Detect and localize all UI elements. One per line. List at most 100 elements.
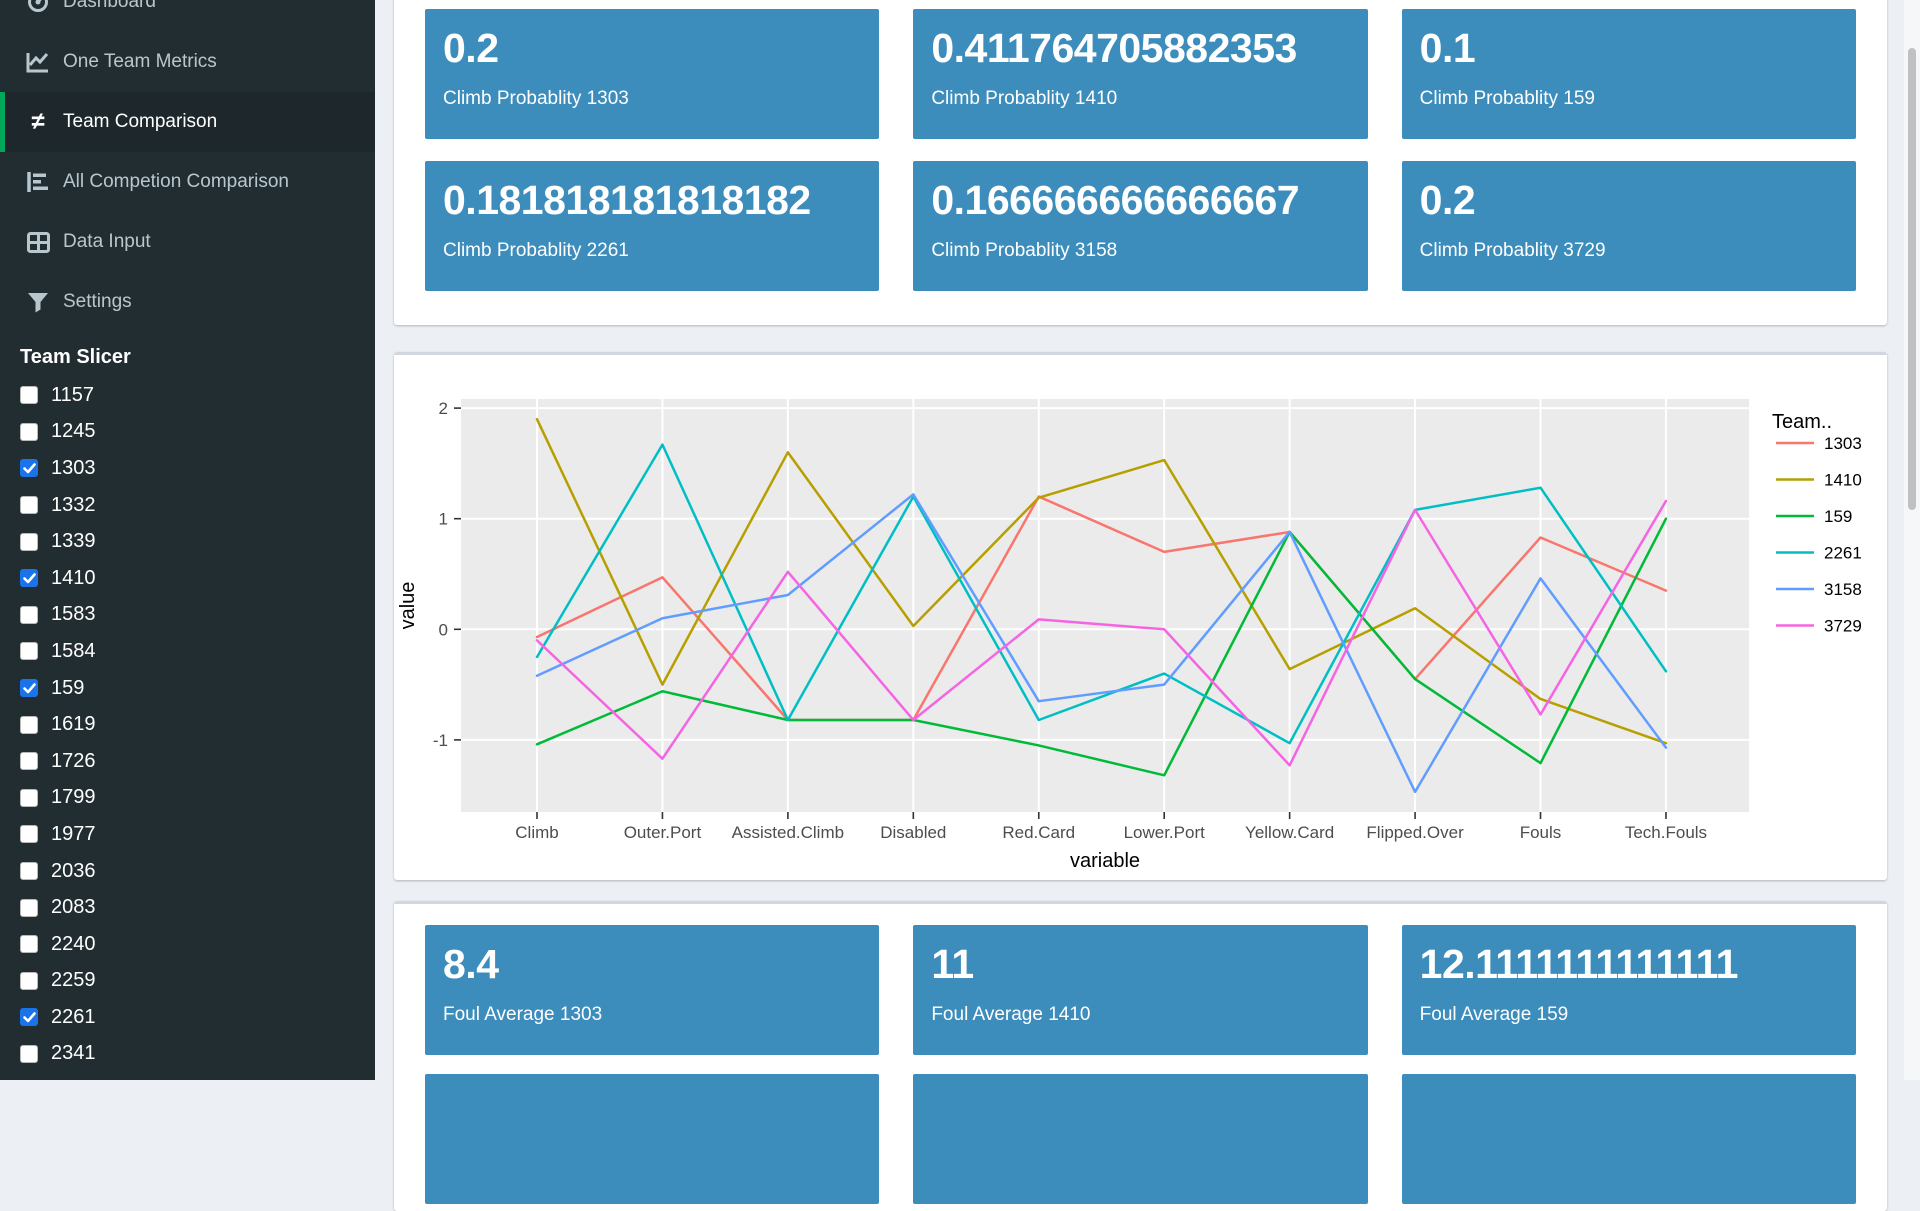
checkbox-unchecked-icon[interactable] [20,971,38,990]
checkbox-unchecked-icon[interactable] [20,935,38,954]
checkbox-unchecked-icon[interactable] [20,898,38,917]
value-box-label: Climb Probablity 159 [1419,88,1595,109]
foul-average-box: 8.4 Foul Average 1303 11 Foul Average 1410 1… [394,901,1887,1211]
value-box: 8.4 Foul Average 1303 [425,925,880,1055]
team-checkbox-row-1157[interactable]: 1157 [20,377,360,414]
team-checkbox-label: 1245 [51,420,96,443]
checkbox-unchecked-icon[interactable] [20,788,38,807]
legend-label-3158: 3158 [1824,580,1862,599]
value-box: 11 Foul Average 1410 [913,925,1368,1055]
page-scrollbar-track[interactable] [1904,0,1920,1080]
legend-label-1303: 1303 [1824,434,1862,453]
plot-panel [461,399,1749,812]
team-checkbox-row-159[interactable]: 159 [20,670,360,707]
checkbox-unchecked-icon[interactable] [20,752,38,771]
team-checkbox-row-2259[interactable]: 2259 [20,963,360,1000]
sidebar-item-settings[interactable]: Settings [0,272,375,332]
checkbox-checked-icon[interactable] [20,679,38,698]
team-checkbox-label: 2036 [51,859,96,882]
team-checkbox-row-1726[interactable]: 1726 [20,743,360,780]
value-box: 0.166666666666667 Climb Probablity 3158 [913,161,1368,291]
checkbox-unchecked-icon[interactable] [20,1044,38,1063]
checkbox-unchecked-icon[interactable] [20,715,38,734]
checkbox-unchecked-icon[interactable] [20,496,38,515]
team-checkbox-label: 2261 [51,1005,96,1028]
filter-icon [25,290,51,314]
climb-probability-box: 0.2 Climb Probablity 1303 0.41176470588235… [394,0,1887,325]
team-checkbox-row-1339[interactable]: 1339 [20,523,360,560]
value-box-label: Climb Probablity 3729 [1419,240,1606,261]
content-area: 0.2 Climb Probablity 1303 0.41176470588235… [394,0,1887,1211]
checkbox-unchecked-icon[interactable] [20,862,38,881]
team-checkbox-row-1332[interactable]: 1332 [20,487,360,524]
sidebar-item-dashboard[interactable]: Dashboard [0,0,375,32]
y-tick-label: -1 [433,731,448,750]
checkbox-unchecked-icon[interactable] [20,642,38,661]
y-tick-label: 2 [439,399,448,418]
checkbox-checked-icon[interactable] [20,1008,38,1027]
checkbox-unchecked-icon[interactable] [20,825,38,844]
value-box: 0.181818181818182 Climb Probablity 2261 [425,161,880,291]
value-box-label: Foul Average 1303 [443,1004,603,1025]
value-box-value: 11 [931,941,974,987]
team-slicer-list: 1157 1245 1303 1332 1339 1410 1583 1584 159 1619 1… [20,377,360,1072]
team-checkbox-row-2261[interactable]: 2261 [20,999,360,1036]
sidebar-item-label: All Competion Comparison [63,171,289,192]
team-slicer-title: Team Slicer [20,346,131,368]
team-checkbox-row-1977[interactable]: 1977 [20,816,360,853]
y-tick-label: 0 [439,620,448,639]
checkbox-unchecked-icon[interactable] [20,386,38,405]
team-checkbox-label: 2341 [51,1042,96,1065]
team-checkbox-row-1799[interactable]: 1799 [20,780,360,817]
team-checkbox-row-2240[interactable]: 2240 [20,926,360,963]
value-box [425,1074,880,1204]
team-checkbox-row-2083[interactable]: 2083 [20,889,360,926]
value-box-label: Climb Probablity 3158 [931,240,1118,261]
value-box-label: Foul Average 159 [1419,1004,1569,1025]
checkbox-unchecked-icon[interactable] [20,422,38,441]
value-box-value: 12.1111111111111 [1419,941,1739,987]
table-icon [25,230,51,254]
team-checkbox-label: 1726 [51,749,96,772]
team-checkbox-row-1584[interactable]: 1584 [20,633,360,670]
sidebar-item-data-input[interactable]: Data Input [0,212,375,272]
comparison-chart-box: 2 1 0 -1 Climb Outer.Port Assisted.Climb Disabl… [394,352,1887,880]
line-chart-icon [25,50,51,74]
sidebar-menu: Dashboard One Team Metrics ≠ Team Compariso… [0,0,375,332]
value-box-value: 0.411764705882353 [931,25,1297,71]
legend-label-159: 159 [1824,507,1852,526]
team-checkbox-row-1619[interactable]: 1619 [20,706,360,743]
box-top-border [394,901,1887,904]
team-checkbox-row-1245[interactable]: 1245 [20,414,360,451]
sidebar-item-team-comparison[interactable]: ≠ Team Comparison [0,92,375,152]
team-checkbox-row-1303[interactable]: 1303 [20,450,360,487]
checkbox-checked-icon[interactable] [20,459,38,478]
series-line-3158 [535,493,1668,794]
team-checkbox-row-1583[interactable]: 1583 [20,597,360,634]
series-line-2261 [535,443,1668,745]
y-tick-label: 1 [439,510,448,529]
value-box-row-partial [394,1074,1887,1204]
series-line-1410 [535,417,1668,745]
value-box-value: 0.1 [1419,25,1476,71]
team-checkbox-row-2341[interactable]: 2341 [20,1036,360,1073]
sidebar: Dashboard One Team Metrics ≠ Team Compariso… [0,0,375,1080]
value-box-label: Foul Average 1410 [931,1004,1091,1025]
team-checkbox-label: 1977 [51,822,96,845]
team-checkbox-label: 1339 [51,530,96,553]
sidebar-item-label: Data Input [63,231,151,252]
value-box-row: 8.4 Foul Average 1303 11 Foul Average 1410 1… [394,925,1887,1055]
x-tick-label: Disabled [880,823,946,842]
sidebar-item-all-competion-comparison[interactable]: All Competion Comparison [0,152,375,212]
sidebar-item-one-team-metrics[interactable]: One Team Metrics [0,32,375,92]
value-box-label: Climb Probablity 1410 [931,88,1118,109]
checkbox-unchecked-icon[interactable] [20,532,38,551]
x-tick-label: Flipped.Over [1366,823,1464,842]
team-checkbox-row-2036[interactable]: 2036 [20,853,360,890]
page-scrollbar-thumb[interactable] [1908,48,1916,510]
checkbox-unchecked-icon[interactable] [20,605,38,624]
value-box [913,1074,1368,1204]
not-equal-icon: ≠ [31,108,45,135]
team-checkbox-row-1410[interactable]: 1410 [20,560,360,597]
checkbox-checked-icon[interactable] [20,569,38,588]
